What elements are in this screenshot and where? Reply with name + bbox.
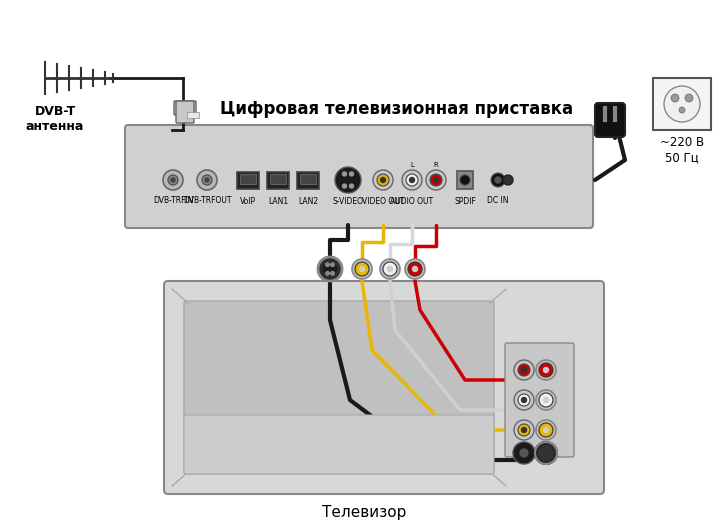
Circle shape [544,367,549,372]
Circle shape [359,267,364,271]
Circle shape [335,167,361,193]
Text: DVB-TRFOUT: DVB-TRFOUT [183,196,231,205]
Circle shape [518,364,530,376]
Circle shape [343,184,346,188]
Circle shape [318,257,342,281]
FancyBboxPatch shape [270,174,286,184]
Text: DVB-TRFIN: DVB-TRFIN [153,196,193,205]
FancyBboxPatch shape [125,125,593,228]
Text: S-VIDEO: S-VIDEO [333,197,364,206]
Circle shape [521,367,526,372]
Circle shape [163,170,183,190]
FancyBboxPatch shape [174,101,196,115]
FancyBboxPatch shape [187,112,199,118]
Circle shape [664,86,700,122]
Circle shape [325,271,329,275]
Circle shape [544,398,549,402]
FancyBboxPatch shape [240,174,256,184]
Text: VoIP: VoIP [240,197,256,206]
Circle shape [539,393,553,407]
Circle shape [349,184,354,188]
FancyBboxPatch shape [505,343,574,457]
Text: DVB-T
антенна: DVB-T антенна [26,105,84,133]
Circle shape [171,178,175,182]
Circle shape [205,178,209,182]
Circle shape [413,267,418,271]
FancyBboxPatch shape [267,172,289,188]
Circle shape [408,262,422,276]
Circle shape [383,262,397,276]
Text: LAN1: LAN1 [268,197,288,206]
Circle shape [518,394,530,406]
Circle shape [405,259,425,279]
Circle shape [380,177,385,183]
Circle shape [433,177,438,183]
Circle shape [426,170,446,190]
FancyBboxPatch shape [176,101,194,123]
FancyBboxPatch shape [653,78,711,130]
FancyBboxPatch shape [300,174,316,184]
Circle shape [520,449,528,457]
Circle shape [514,390,534,410]
Text: R: R [433,162,438,168]
Text: AUDIO OUT: AUDIO OUT [390,197,433,206]
Circle shape [168,175,178,185]
Circle shape [430,174,442,186]
Circle shape [387,267,392,271]
Circle shape [671,94,679,102]
FancyBboxPatch shape [164,281,604,494]
Circle shape [410,177,415,183]
Circle shape [330,263,334,267]
Circle shape [539,446,553,460]
Circle shape [521,398,526,402]
Circle shape [513,442,535,464]
FancyBboxPatch shape [184,301,494,474]
Circle shape [402,170,422,190]
Circle shape [514,360,534,380]
Circle shape [406,174,418,186]
FancyBboxPatch shape [237,172,259,188]
Text: Цифровая телевизионная приставка: Цифровая телевизионная приставка [220,100,573,118]
FancyBboxPatch shape [595,103,625,137]
Circle shape [685,94,693,102]
Circle shape [544,428,549,432]
FancyBboxPatch shape [457,171,473,189]
Circle shape [380,259,400,279]
Circle shape [536,420,556,440]
Circle shape [491,173,505,187]
Text: VIDEO OUT: VIDEO OUT [362,197,404,206]
Text: SPDIF: SPDIF [454,197,476,206]
Circle shape [330,271,334,275]
Circle shape [202,175,212,185]
Circle shape [521,428,526,432]
Text: DC IN: DC IN [487,196,509,205]
Circle shape [503,175,513,185]
Circle shape [197,170,217,190]
Circle shape [460,175,470,185]
Circle shape [539,423,553,437]
Circle shape [343,172,346,176]
Circle shape [518,424,530,436]
FancyBboxPatch shape [184,415,494,474]
Circle shape [377,174,389,186]
Circle shape [349,172,354,176]
Circle shape [536,390,556,410]
Circle shape [514,420,534,440]
Text: L: L [410,162,414,168]
Circle shape [322,261,338,277]
Text: Телевизор: Телевизор [322,505,406,520]
Circle shape [373,170,393,190]
Circle shape [539,363,553,377]
Circle shape [325,263,329,267]
Circle shape [536,360,556,380]
Circle shape [352,259,372,279]
FancyBboxPatch shape [297,172,319,188]
Circle shape [535,442,557,464]
Text: LAN2: LAN2 [298,197,318,206]
Circle shape [495,177,501,183]
Circle shape [679,107,685,113]
Text: ~220 В
50 Гц: ~220 В 50 Гц [660,136,704,164]
Circle shape [355,262,369,276]
